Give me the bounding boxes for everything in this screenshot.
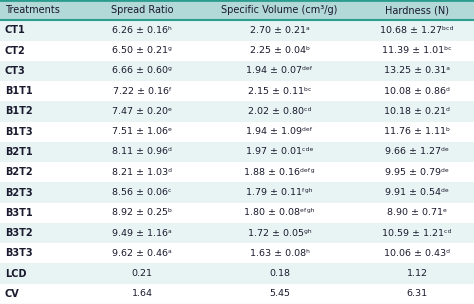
FancyBboxPatch shape bbox=[0, 203, 474, 223]
Text: 6.26 ± 0.16ʰ: 6.26 ± 0.16ʰ bbox=[112, 26, 172, 35]
Text: 10.18 ± 0.21ᵈ: 10.18 ± 0.21ᵈ bbox=[384, 107, 450, 116]
Text: CT3: CT3 bbox=[5, 66, 26, 76]
Text: 9.62 ± 0.46ᵃ: 9.62 ± 0.46ᵃ bbox=[112, 249, 172, 258]
Text: 11.76 ± 1.11ᵇ: 11.76 ± 1.11ᵇ bbox=[384, 127, 450, 136]
Text: 2.70 ± 0.21ᵃ: 2.70 ± 0.21ᵃ bbox=[250, 26, 310, 35]
Text: CV: CV bbox=[5, 289, 19, 299]
FancyBboxPatch shape bbox=[0, 40, 474, 61]
Text: B3T2: B3T2 bbox=[5, 228, 32, 238]
Text: 6.50 ± 0.21ᵍ: 6.50 ± 0.21ᵍ bbox=[112, 46, 172, 55]
Text: 1.12: 1.12 bbox=[407, 269, 428, 278]
Text: 11.39 ± 1.01ᵇᶜ: 11.39 ± 1.01ᵇᶜ bbox=[382, 46, 452, 55]
Text: 7.47 ± 0.20ᵉ: 7.47 ± 0.20ᵉ bbox=[112, 107, 172, 116]
FancyBboxPatch shape bbox=[0, 61, 474, 81]
FancyBboxPatch shape bbox=[0, 142, 474, 162]
FancyBboxPatch shape bbox=[0, 122, 474, 142]
Text: 5.45: 5.45 bbox=[269, 289, 290, 298]
Text: CT2: CT2 bbox=[5, 46, 26, 56]
Text: 10.68 ± 1.27ᵇᶜᵈ: 10.68 ± 1.27ᵇᶜᵈ bbox=[380, 26, 454, 35]
Text: Specific Volume (cm³/g): Specific Volume (cm³/g) bbox=[221, 5, 338, 15]
FancyBboxPatch shape bbox=[0, 20, 474, 40]
Text: 2.25 ± 0.04ᵇ: 2.25 ± 0.04ᵇ bbox=[250, 46, 310, 55]
FancyBboxPatch shape bbox=[0, 0, 474, 20]
Text: 1.80 ± 0.08ᵉᶠᵍʰ: 1.80 ± 0.08ᵉᶠᵍʰ bbox=[245, 208, 315, 217]
Text: 8.11 ± 0.96ᵈ: 8.11 ± 0.96ᵈ bbox=[112, 147, 172, 157]
Text: 1.94 ± 1.09ᵈᵉᶠ: 1.94 ± 1.09ᵈᵉᶠ bbox=[246, 127, 313, 136]
Text: 8.21 ± 1.03ᵈ: 8.21 ± 1.03ᵈ bbox=[112, 168, 172, 177]
Text: 1.94 ± 0.07ᵈᵉᶠ: 1.94 ± 0.07ᵈᵉᶠ bbox=[246, 67, 313, 75]
Text: B1T3: B1T3 bbox=[5, 127, 32, 137]
Text: 9.91 ± 0.54ᵈᵉ: 9.91 ± 0.54ᵈᵉ bbox=[385, 188, 449, 197]
FancyBboxPatch shape bbox=[0, 243, 474, 264]
Text: 1.63 ± 0.08ʰ: 1.63 ± 0.08ʰ bbox=[250, 249, 310, 258]
Text: 9.95 ± 0.79ᵈᵉ: 9.95 ± 0.79ᵈᵉ bbox=[385, 168, 449, 177]
FancyBboxPatch shape bbox=[0, 264, 474, 284]
Text: 10.08 ± 0.86ᵈ: 10.08 ± 0.86ᵈ bbox=[384, 87, 450, 96]
FancyBboxPatch shape bbox=[0, 223, 474, 243]
Text: 2.15 ± 0.11ᵇᶜ: 2.15 ± 0.11ᵇᶜ bbox=[248, 87, 311, 96]
Text: B2T2: B2T2 bbox=[5, 167, 32, 177]
FancyBboxPatch shape bbox=[0, 182, 474, 203]
Text: 7.51 ± 1.06ᵉ: 7.51 ± 1.06ᵉ bbox=[112, 127, 172, 136]
Text: 8.92 ± 0.25ᵇ: 8.92 ± 0.25ᵇ bbox=[112, 208, 172, 217]
Text: 9.66 ± 1.27ᵈᵉ: 9.66 ± 1.27ᵈᵉ bbox=[385, 147, 449, 157]
Text: 1.88 ± 0.16ᵈᵉᶠᵍ: 1.88 ± 0.16ᵈᵉᶠᵍ bbox=[245, 168, 315, 177]
FancyBboxPatch shape bbox=[0, 284, 474, 304]
Text: B3T3: B3T3 bbox=[5, 248, 32, 258]
Text: B3T1: B3T1 bbox=[5, 208, 32, 218]
Text: B2T1: B2T1 bbox=[5, 147, 32, 157]
Text: 9.49 ± 1.16ᵃ: 9.49 ± 1.16ᵃ bbox=[112, 229, 172, 237]
Text: Hardness (N): Hardness (N) bbox=[385, 5, 449, 15]
Text: 6.31: 6.31 bbox=[407, 289, 428, 298]
Text: B1T1: B1T1 bbox=[5, 86, 32, 96]
FancyBboxPatch shape bbox=[0, 81, 474, 101]
Text: 10.06 ± 0.43ᵈ: 10.06 ± 0.43ᵈ bbox=[384, 249, 450, 258]
Text: 1.64: 1.64 bbox=[132, 289, 153, 298]
Text: 0.21: 0.21 bbox=[132, 269, 153, 278]
Text: 8.90 ± 0.71ᵉ: 8.90 ± 0.71ᵉ bbox=[387, 208, 447, 217]
FancyBboxPatch shape bbox=[0, 101, 474, 122]
Text: 8.56 ± 0.06ᶜ: 8.56 ± 0.06ᶜ bbox=[112, 188, 172, 197]
Text: 6.66 ± 0.60ᵍ: 6.66 ± 0.60ᵍ bbox=[112, 67, 172, 75]
Text: Spread Ratio: Spread Ratio bbox=[111, 5, 173, 15]
Text: 7.22 ± 0.16ᶠ: 7.22 ± 0.16ᶠ bbox=[113, 87, 172, 96]
Text: Treatments: Treatments bbox=[5, 5, 60, 15]
Text: 0.18: 0.18 bbox=[269, 269, 290, 278]
Text: 10.59 ± 1.21ᶜᵈ: 10.59 ± 1.21ᶜᵈ bbox=[383, 229, 452, 237]
Text: 1.97 ± 0.01ᶜᵈᵉ: 1.97 ± 0.01ᶜᵈᵉ bbox=[246, 147, 313, 157]
Text: 1.72 ± 0.05ᵍʰ: 1.72 ± 0.05ᵍʰ bbox=[248, 229, 311, 237]
Text: B1T2: B1T2 bbox=[5, 106, 32, 116]
Text: 1.79 ± 0.11ᶠᵍʰ: 1.79 ± 0.11ᶠᵍʰ bbox=[246, 188, 313, 197]
Text: LCD: LCD bbox=[5, 269, 26, 278]
Text: CT1: CT1 bbox=[5, 26, 26, 35]
Text: 2.02 ± 0.80ᶜᵈ: 2.02 ± 0.80ᶜᵈ bbox=[248, 107, 311, 116]
Text: B2T3: B2T3 bbox=[5, 188, 32, 198]
Text: 13.25 ± 0.31ᵃ: 13.25 ± 0.31ᵃ bbox=[384, 67, 450, 75]
FancyBboxPatch shape bbox=[0, 162, 474, 182]
